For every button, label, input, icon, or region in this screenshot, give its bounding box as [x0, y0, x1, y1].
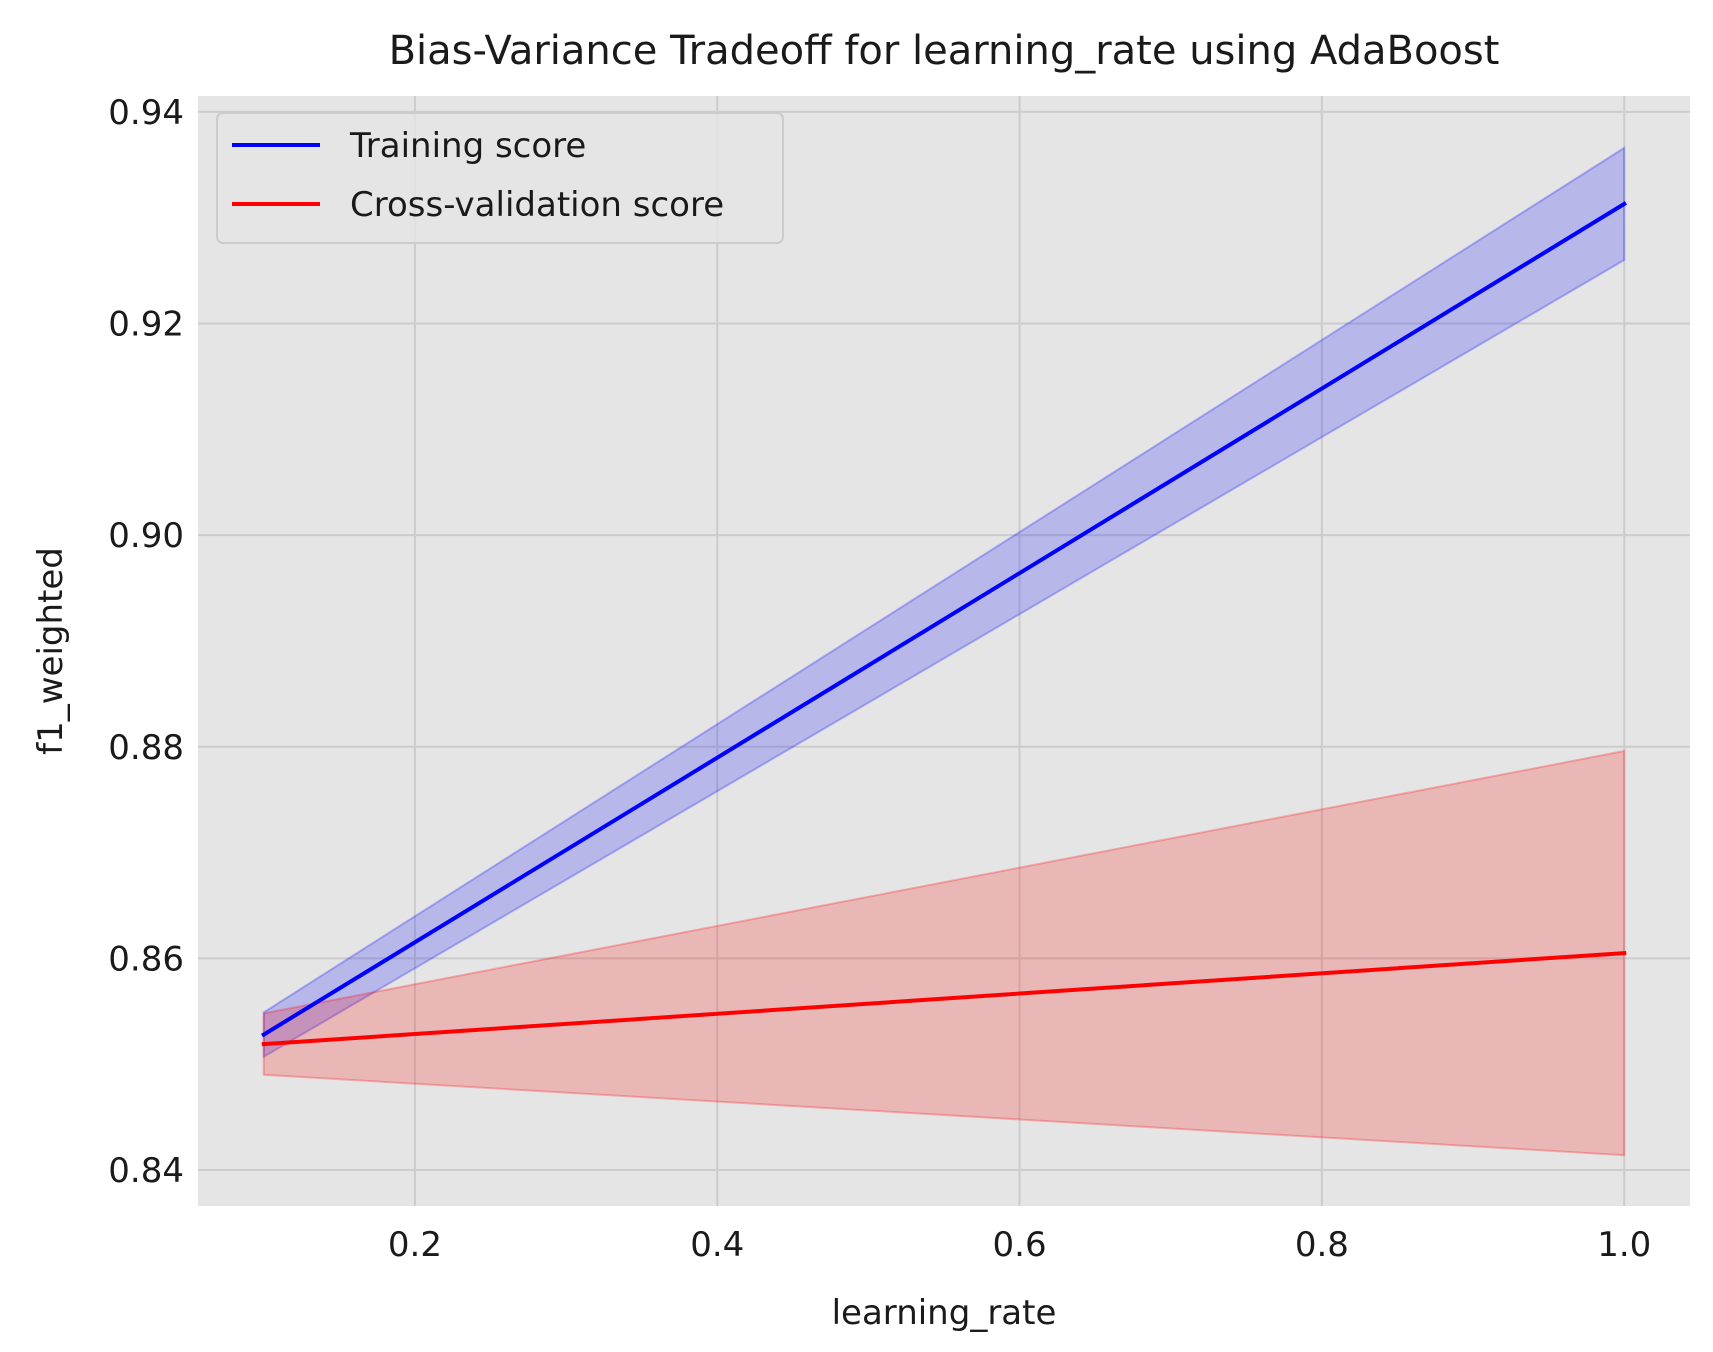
series-line-1 [261, 950, 1627, 1047]
legend-box [216, 112, 784, 244]
plot-background [198, 96, 1690, 1206]
y-axis-label: f1_weighted [31, 547, 71, 755]
x-tick-label: 0.2 [388, 1225, 442, 1265]
legend: Training score Cross-validation score [216, 112, 784, 244]
grid [198, 96, 1690, 1206]
y-tick-label: 0.92 [108, 305, 184, 345]
confidence-band-series-0 [262, 146, 1626, 1059]
chart-title: Bias-Variance Tradeoff for learning_rate… [389, 28, 1500, 74]
y-tick-label: 0.90 [108, 516, 184, 556]
confidence-bands [262, 146, 1626, 1157]
legend-label-training: Training score [349, 126, 586, 166]
x-tick-label: 0.6 [993, 1225, 1047, 1265]
series-lines [261, 201, 1627, 1047]
tick-labels: 0.2 0.4 0.6 0.8 1.0 0.84 0.86 0.88 0.90 0.92 0.94 [108, 93, 1651, 1265]
legend-label-cross-validation: Cross-validation score [350, 185, 724, 225]
y-tick-label: 0.84 [108, 1151, 184, 1191]
x-tick-label: 0.8 [1295, 1225, 1349, 1265]
y-tick-label: 0.86 [108, 939, 184, 979]
x-tick-label: 0.4 [690, 1225, 744, 1265]
confidence-band-series-1 [262, 749, 1626, 1157]
y-tick-label: 0.94 [108, 93, 184, 133]
y-tick-label: 0.88 [108, 728, 184, 768]
series-line-0 [261, 201, 1627, 1038]
x-tick-label: 1.0 [1597, 1225, 1651, 1265]
x-axis-label: learning_rate [832, 1293, 1057, 1333]
